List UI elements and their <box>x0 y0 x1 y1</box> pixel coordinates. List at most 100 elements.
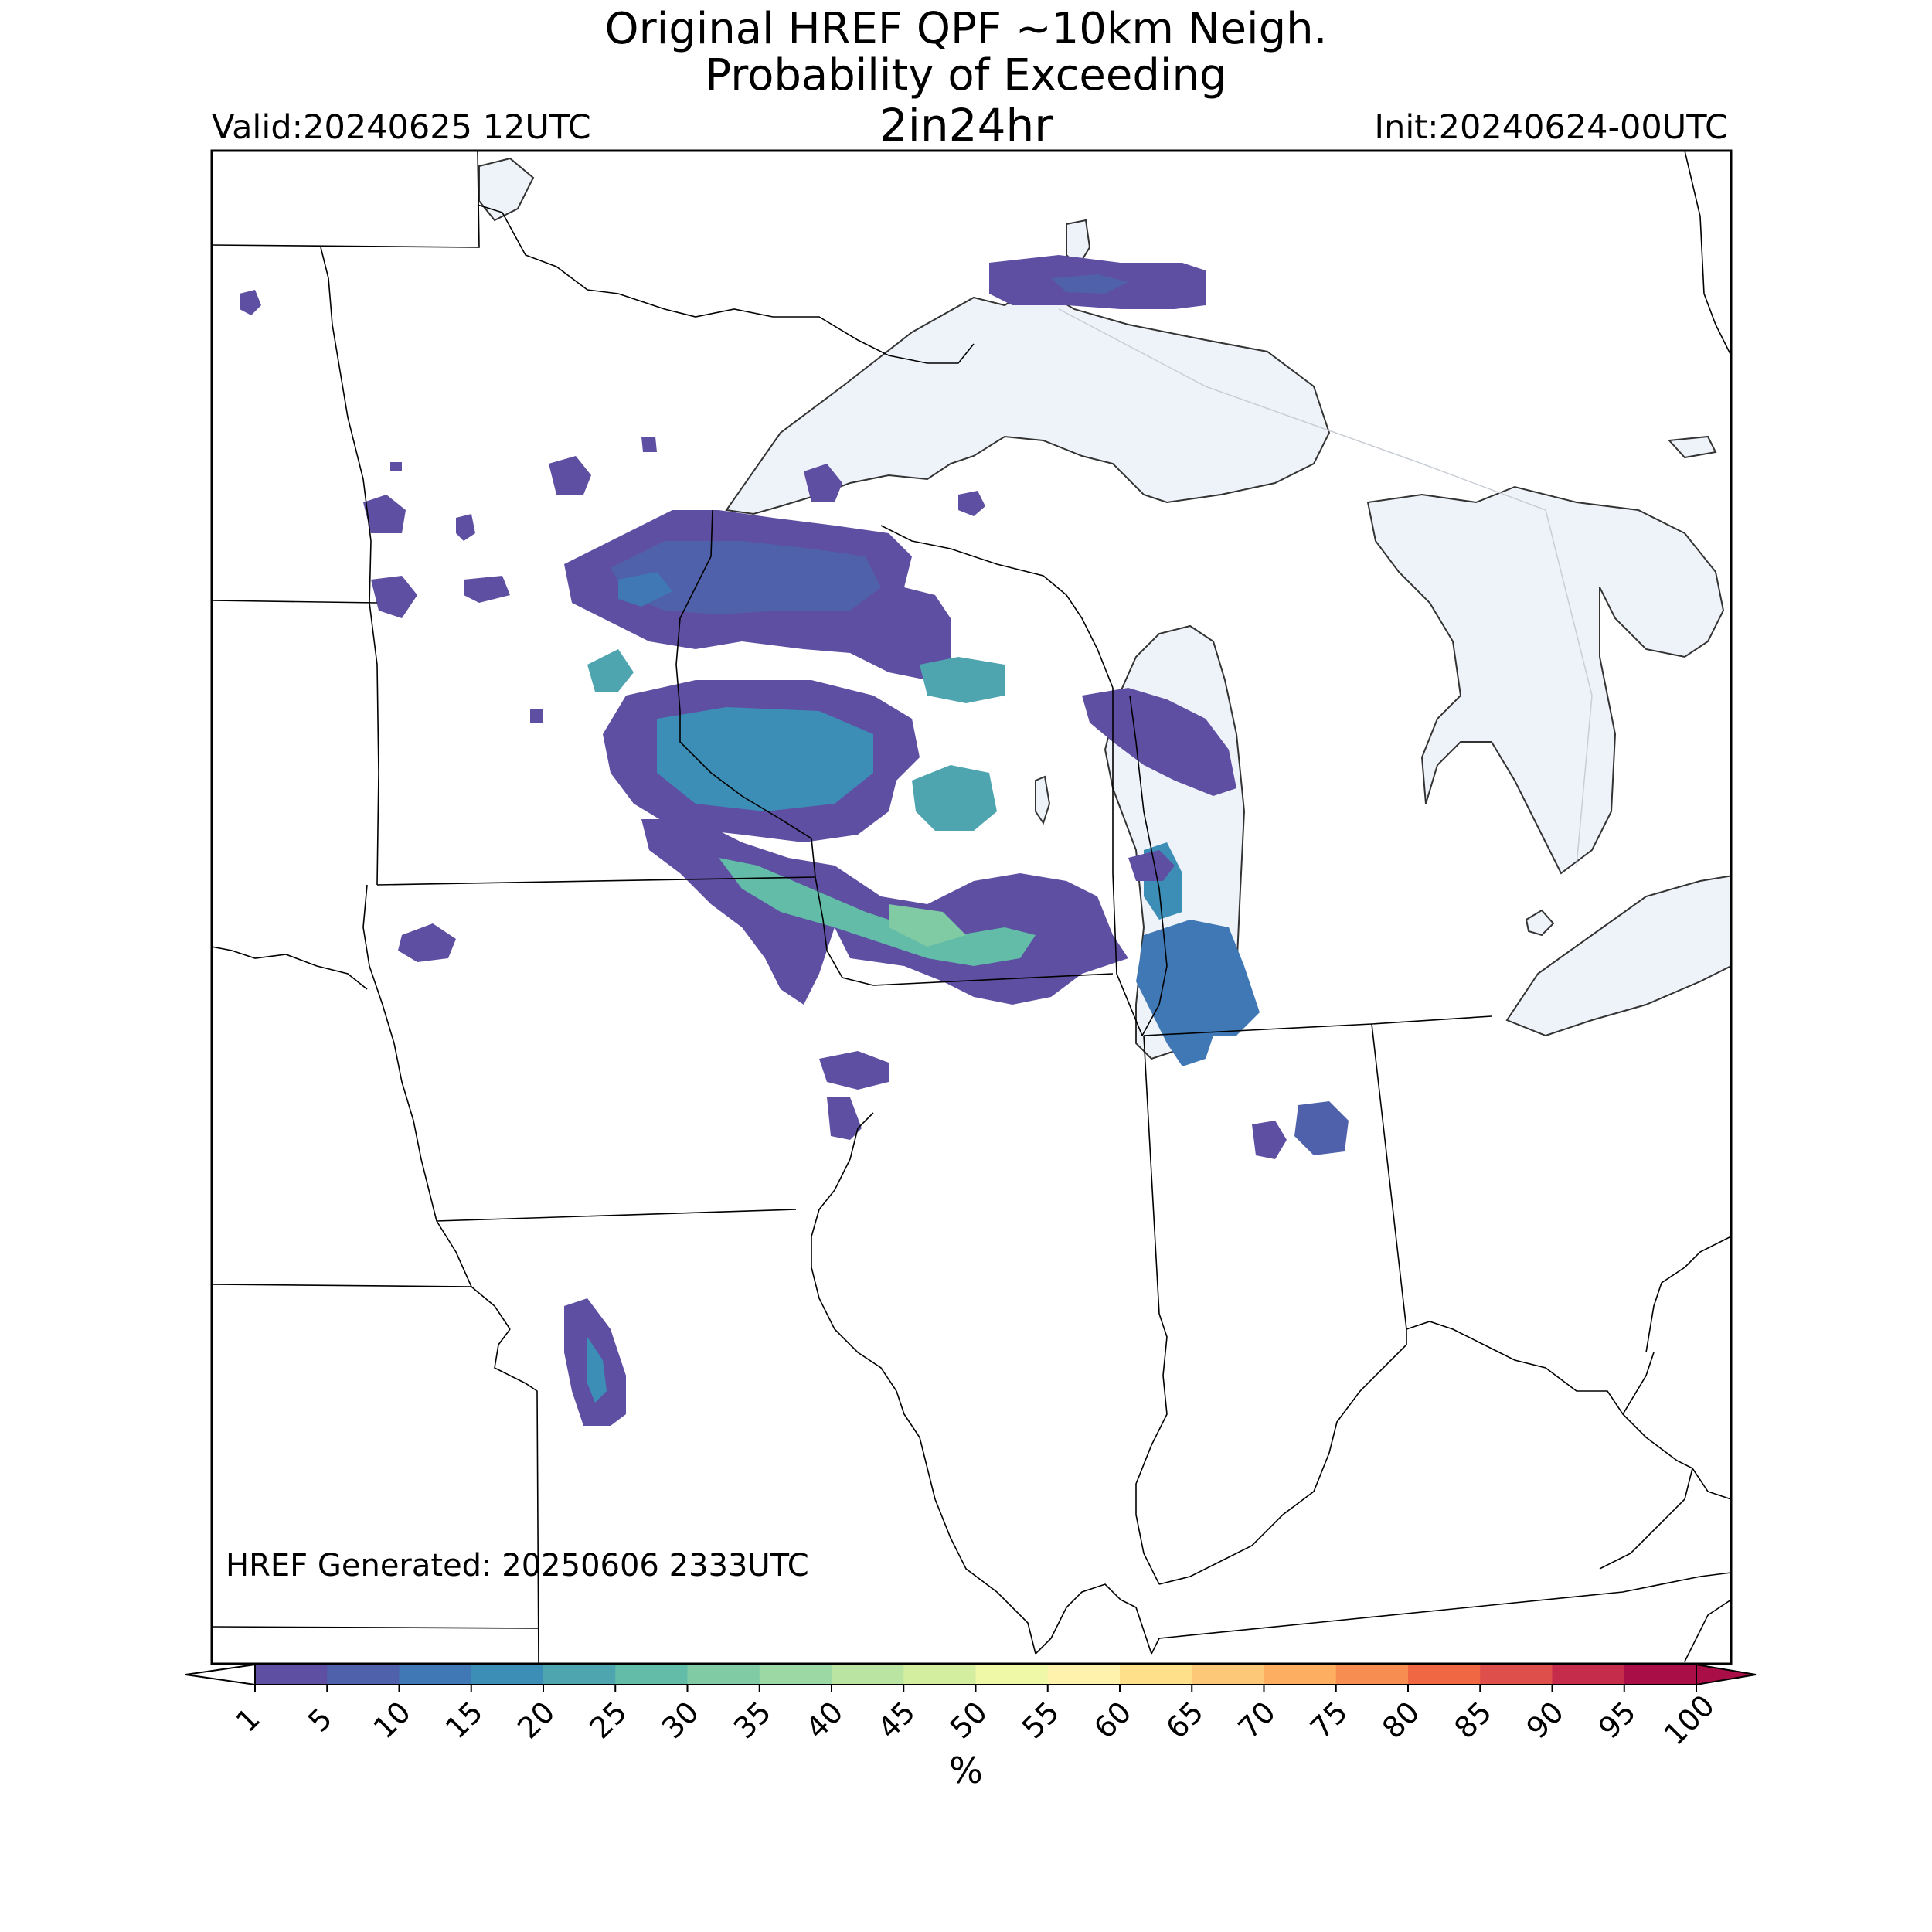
colorbar-tick-label-25: 25 <box>583 1695 633 1745</box>
colorbar-tick-label-50: 50 <box>944 1695 994 1745</box>
init-time-label: Init:20240624-00UTC <box>1374 108 1728 147</box>
precip-blob-small <box>398 923 456 962</box>
lake-nipigon <box>1066 219 1091 268</box>
lake-winnebago <box>1035 775 1051 825</box>
precip-blob-small <box>1128 850 1175 881</box>
border-north-south-dakota <box>212 600 378 604</box>
border-wisconsin-michigan <box>880 525 1114 689</box>
colorbar-tick-label-15: 15 <box>439 1695 489 1745</box>
colorbar-under-arrow <box>185 1663 256 1686</box>
border-illinois-michigan-shore <box>1112 688 1143 1036</box>
colorbar-tick-label-30: 30 <box>655 1695 706 1745</box>
colorbar-swatch-85 <box>1480 1665 1553 1685</box>
border-ohio-west-virginia <box>1645 1236 1731 1353</box>
border-indiana-ohio <box>1371 1023 1407 1330</box>
colorbar <box>185 1663 1757 1686</box>
border-wisconsin-illinois <box>872 973 1114 986</box>
border-illinois-indiana <box>1135 1035 1168 1585</box>
border-michigan-peninsula <box>1129 695 1168 1036</box>
border-minnesota-west <box>320 247 379 886</box>
precip-blob-small <box>390 462 402 471</box>
border-new-york-pennsylvania <box>1684 151 1731 356</box>
precip-blob-central-wisconsin <box>657 707 873 811</box>
colorbar-swatch-65 <box>1192 1665 1264 1685</box>
colorbar-swatch-75 <box>1335 1665 1409 1685</box>
colorbar-swatch-20 <box>543 1665 616 1685</box>
precip-blob-small <box>958 491 985 516</box>
border-canada-us-east <box>477 204 975 364</box>
colorbar-swatch-90 <box>1552 1665 1625 1685</box>
colorbar-swatch-30 <box>687 1665 760 1685</box>
border-michigan-ohio <box>1371 1015 1492 1025</box>
colorbar-ticks: 1 5 10 15 20 25 30 35 40 45 50 55 60 65 70 75 80 85 90 95 10… <box>230 1685 1721 1752</box>
border-iowa-wisconsin <box>815 876 874 986</box>
colorbar-tick-label-60: 60 <box>1087 1695 1138 1745</box>
colorbar-tick-label-70: 70 <box>1232 1695 1282 1745</box>
colorbar-tick-label-75: 75 <box>1304 1695 1354 1745</box>
colorbar-tick-label-65: 65 <box>1159 1695 1209 1745</box>
precip-blob-central-wisconsin <box>587 649 634 692</box>
border-missouri-illinois <box>896 1390 1036 1655</box>
precip-blob-upper-peninsula <box>1051 274 1128 294</box>
valid-time-label: Valid:20240625 12UTC <box>212 108 591 147</box>
colorbar-swatch-45 <box>903 1665 976 1685</box>
colorbar-swatch-60 <box>1120 1665 1192 1685</box>
colorbar-tick-label-85: 85 <box>1447 1695 1498 1745</box>
precip-blob-missouri-cell <box>587 1337 607 1403</box>
colorbar-swatch-1 <box>255 1665 328 1685</box>
lake-nipissing <box>1667 435 1717 459</box>
colorbar-tick-label-1: 1 <box>230 1702 267 1739</box>
province-line <box>1058 308 1593 866</box>
border-kentucky-missouri-boot <box>1035 1583 1152 1655</box>
lake-huron <box>1366 485 1725 875</box>
colorbar-over-arrow <box>1696 1663 1757 1686</box>
precip-blob-indiana-cells <box>1294 1101 1349 1155</box>
colorbar-swatch-70 <box>1264 1665 1337 1685</box>
colorbar-swatch-50 <box>975 1665 1049 1685</box>
chart-title-line-1: Original HREF QPF ~10km Neigh. <box>604 4 1328 54</box>
colorbar-tick-label-90: 90 <box>1520 1695 1570 1745</box>
border-iowa-illinois <box>811 1112 897 1392</box>
border-minnesota-wisconsin <box>675 509 816 878</box>
border-nebraska-missouri <box>436 1220 511 1330</box>
colorbar-tick-label-5: 5 <box>301 1702 338 1739</box>
precip-blob-small <box>363 495 406 533</box>
colorbar-tick-label-80: 80 <box>1376 1695 1426 1745</box>
border-kentucky-virginia <box>1599 1468 1693 1570</box>
precip-blob-small <box>549 456 591 495</box>
colorbar-tick-label-45: 45 <box>871 1695 921 1745</box>
precip-blob-small <box>240 290 261 315</box>
precip-blob-indiana-cells <box>1252 1121 1287 1159</box>
border-indiana-michigan <box>1143 1023 1372 1036</box>
lake-of-the-woods <box>478 157 535 222</box>
border-iowa-missouri <box>436 1209 797 1222</box>
colorbar-swatch-10 <box>399 1665 472 1685</box>
precip-blob-small <box>804 464 842 502</box>
border-ohio-river <box>1158 1321 1693 1585</box>
precip-blob-small <box>827 1097 862 1140</box>
colorbar-tick-label-55: 55 <box>1015 1695 1066 1745</box>
border-nebraska-south-dakota <box>212 946 368 990</box>
colorbar-swatch-35 <box>759 1665 832 1685</box>
precip-blob-small <box>530 709 543 723</box>
colorbar-tick-label-10: 10 <box>367 1695 417 1745</box>
precip-shading <box>240 255 1349 1426</box>
precip-blob-lower-michigan-lake-shore <box>1082 688 1236 796</box>
colorbar-swatch-40 <box>832 1665 904 1685</box>
chart-title-line-2: Probability of Exceeding <box>705 50 1227 100</box>
lake-erie <box>1505 875 1731 1037</box>
precip-blob-lower-michigan-lake-shore <box>1136 920 1260 1066</box>
colorbar-swatch-15 <box>471 1665 544 1685</box>
precip-blob-small <box>464 576 510 603</box>
lake-superior <box>725 284 1331 515</box>
border-nebraska-kansas <box>212 1284 472 1287</box>
precip-blob-southern-wisconsin-band <box>719 858 1036 966</box>
border-kansas-missouri <box>494 1328 539 1664</box>
precip-blob-small <box>456 514 475 541</box>
border-minnesota-iowa <box>376 876 816 886</box>
lake-st-clair <box>1525 909 1555 937</box>
colorbar-swatch-80 <box>1408 1665 1481 1685</box>
colorbar-tick-label-35: 35 <box>727 1695 777 1745</box>
precip-blob-small <box>819 1051 889 1090</box>
